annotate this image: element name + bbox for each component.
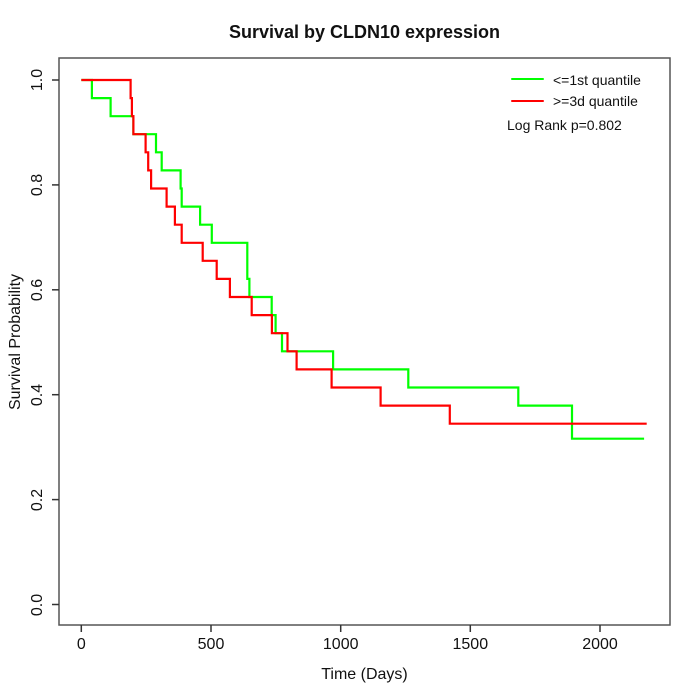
km-curve-low-expression [81,78,645,440]
x-tick-label: 1000 [322,636,359,653]
legend-label-third-quantile: >=3d quantile [553,93,638,109]
y-tick-label: 0.2 [29,488,46,511]
survival-curves [81,78,647,440]
y-tick-label: 1.0 [29,68,46,92]
y-tick-label: 0.0 [29,593,46,616]
legend-label-first-quantile: <=1st quantile [553,71,641,88]
km-curve-high-expression [81,78,647,425]
plot-area-border [58,57,671,626]
y-tick-label: 0.4 [29,383,46,406]
y-tick-label: 0.6 [29,278,46,301]
log-rank-note: Log Rank p=0.802 [507,117,622,133]
x-tick-label: 500 [197,636,225,653]
x-tick-label: 1500 [452,636,489,653]
y-tick-label: 0.8 [29,173,46,197]
x-axis-title: Time (Days) [321,666,408,683]
y-axis-title-text: Survival Probability [7,273,24,411]
legend-line-green [511,78,544,81]
x-tick-label: 0 [76,636,86,653]
x-tick-label: 2000 [582,636,618,653]
chart-title: Survival by CLDN10 expression [228,22,501,42]
axis-ticks [52,79,601,632]
legend-line-red [511,99,544,102]
